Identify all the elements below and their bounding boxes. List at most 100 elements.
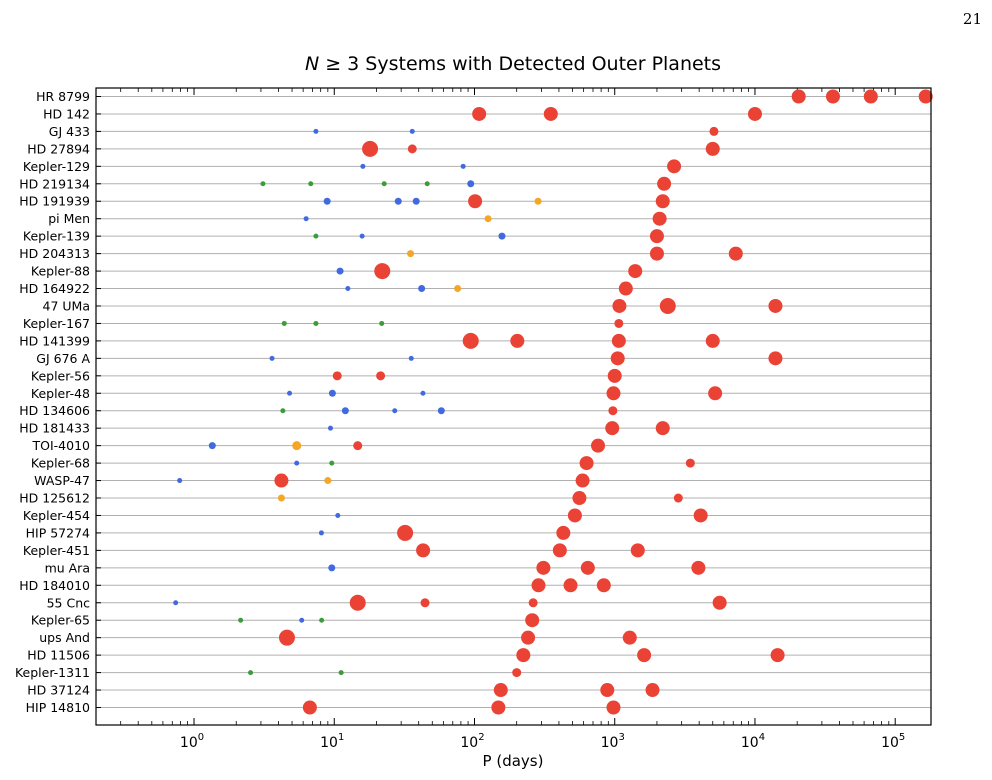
- x-axis-ticks: 100 101 102 103 104 105: [95, 88, 905, 751]
- planet-point: [606, 386, 621, 401]
- planet-point: [649, 246, 664, 261]
- planet-point: [579, 456, 594, 471]
- planet-point: [611, 333, 626, 348]
- planet-point: [705, 333, 720, 348]
- y-tick-label: HD 191939: [19, 194, 90, 209]
- planet-point: [379, 320, 385, 326]
- y-tick-label: Kepler-451: [23, 543, 90, 558]
- planet-point: [667, 159, 682, 174]
- y-tick-label: 55 Cnc: [47, 595, 91, 610]
- planet-point: [768, 351, 783, 366]
- planet-point: [374, 263, 391, 280]
- planet-point: [468, 194, 483, 209]
- y-tick-label: Kepler-129: [23, 159, 90, 174]
- planet-point: [709, 126, 719, 136]
- planet-point: [248, 670, 254, 676]
- planet-point: [328, 389, 336, 397]
- y-tick-label: Kepler-454: [23, 508, 90, 523]
- planet-point: [467, 180, 475, 188]
- y-tick-label: HD 219134: [19, 176, 90, 191]
- y-tick-label: HD 134606: [19, 403, 90, 418]
- planet-point: [294, 460, 300, 466]
- planet-point: [521, 630, 536, 645]
- planet-point: [336, 267, 344, 275]
- y-tick-label: HD 11506: [27, 648, 90, 663]
- planet-point: [655, 194, 670, 209]
- planet-point: [612, 298, 627, 313]
- y-tick-label: HD 125612: [19, 491, 90, 506]
- planet-point: [319, 617, 325, 623]
- planet-point: [177, 478, 183, 484]
- planet-point: [238, 617, 244, 623]
- planet-point: [493, 683, 508, 698]
- planet-point: [791, 89, 806, 104]
- planet-point: [618, 281, 633, 296]
- planet-point: [605, 421, 620, 436]
- y-tick-label: HD 141399: [19, 333, 90, 348]
- y-tick-label: 47 UMa: [43, 298, 90, 313]
- planet-point: [392, 408, 398, 414]
- planet-point: [825, 89, 840, 104]
- y-tick-label: ups And: [39, 630, 90, 645]
- planet-point: [418, 285, 426, 293]
- planet-point: [659, 297, 676, 314]
- y-tick-label: HD 37124: [27, 683, 90, 698]
- planet-point: [567, 508, 582, 523]
- planet-point: [345, 286, 351, 292]
- planet-point: [596, 578, 611, 593]
- y-tick-label: GJ 676 A: [36, 351, 90, 366]
- y-tick-label: WASP-47: [34, 473, 90, 488]
- y-tick-label: HR 8799: [36, 89, 90, 104]
- planet-point: [274, 473, 289, 488]
- planet-point: [308, 181, 314, 187]
- planet-point: [607, 368, 622, 383]
- planet-point: [528, 598, 538, 608]
- planet-point: [563, 578, 578, 593]
- planet-point: [580, 560, 595, 575]
- planet-point: [462, 332, 479, 349]
- x-tick-label: 100: [180, 732, 204, 751]
- planet-point: [407, 250, 415, 258]
- y-tick-label: HD 181433: [19, 421, 90, 436]
- y-tick-label: GJ 433: [49, 124, 90, 139]
- planet-point: [424, 181, 430, 187]
- y-tick-label: HD 184010: [19, 578, 90, 593]
- y-tick-label: HIP 57274: [26, 525, 90, 540]
- planet-point: [313, 233, 319, 239]
- x-tick-label: 103: [601, 732, 625, 751]
- planet-point: [531, 578, 546, 593]
- planet-point: [292, 441, 302, 451]
- x-tick-label: 105: [881, 732, 905, 751]
- planet-point: [281, 320, 287, 326]
- planet-point: [645, 683, 660, 698]
- x-tick-label: 102: [460, 732, 484, 751]
- planet-point: [460, 163, 466, 169]
- planet-point: [575, 473, 590, 488]
- planet-point: [552, 543, 567, 558]
- planet-point: [768, 298, 783, 313]
- planet-point: [335, 512, 341, 518]
- planet-point: [728, 246, 743, 261]
- planet-point: [260, 181, 266, 187]
- planet-point: [332, 371, 342, 381]
- planet-point: [637, 648, 652, 663]
- planet-point: [614, 318, 624, 328]
- y-tick-label: Kepler-56: [31, 368, 90, 383]
- data-points: [173, 89, 933, 715]
- chart-title: N ≥ 3 Systems with Detected Outer Planet…: [305, 53, 721, 75]
- planet-point: [534, 197, 542, 205]
- x-tick-label: 104: [741, 732, 765, 751]
- planet-point: [299, 617, 305, 623]
- planet-point: [591, 438, 606, 453]
- y-tick-label: Kepler-88: [31, 264, 90, 279]
- planet-point: [349, 594, 366, 611]
- planet-point: [655, 421, 670, 436]
- page-number: 21: [962, 10, 982, 28]
- planet-point: [708, 386, 723, 401]
- planet-point: [412, 197, 420, 205]
- y-tick-label: Kepler-68: [31, 456, 90, 471]
- planet-point: [510, 333, 525, 348]
- y-tick-label: HD 164922: [19, 281, 90, 296]
- planet-point: [491, 700, 506, 715]
- x-axis-label: P (days): [483, 752, 544, 770]
